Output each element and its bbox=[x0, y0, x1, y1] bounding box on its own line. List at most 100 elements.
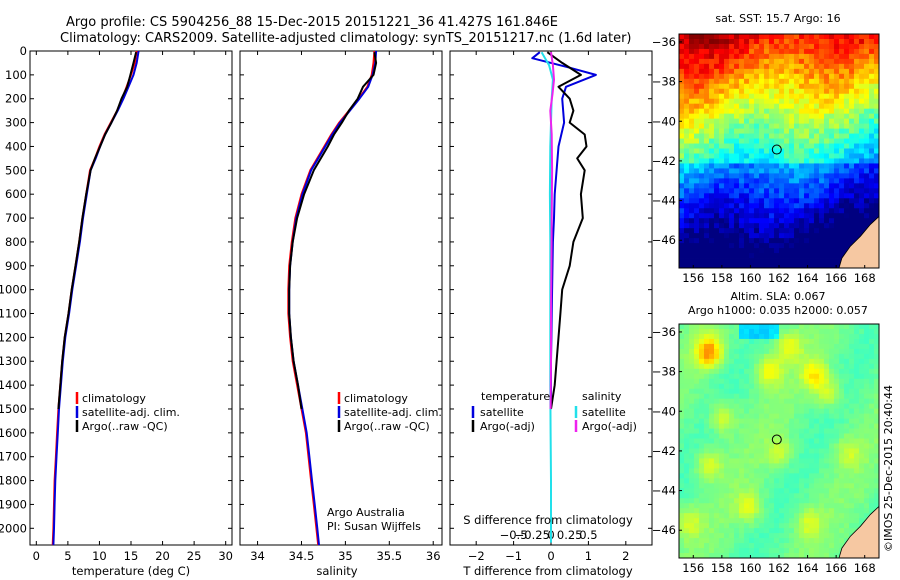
heatmap-cell bbox=[824, 34, 830, 40]
heatmap-cell bbox=[684, 413, 690, 419]
heatmap-cell bbox=[819, 393, 825, 400]
heatmap-cell bbox=[859, 503, 865, 509]
heatmap-cell bbox=[804, 388, 810, 395]
heatmap-cell bbox=[839, 483, 845, 489]
y-tick-label: 700 bbox=[5, 211, 27, 225]
heatmap-cell bbox=[854, 133, 860, 139]
heatmap-cell bbox=[694, 138, 700, 144]
heatmap-cell bbox=[749, 138, 755, 144]
heatmap-cell bbox=[789, 378, 795, 385]
heatmap-cell bbox=[689, 123, 695, 129]
heatmap-cell bbox=[699, 183, 705, 189]
heatmap-cell bbox=[709, 228, 715, 234]
heatmap-cell bbox=[804, 38, 810, 45]
heatmap-cell bbox=[694, 458, 700, 464]
heatmap-cell bbox=[819, 373, 825, 380]
heatmap-cell bbox=[764, 213, 770, 219]
heatmap-cell bbox=[859, 458, 865, 464]
heatmap-cell bbox=[764, 53, 770, 60]
heatmap-cell bbox=[864, 158, 870, 164]
heatmap-cell bbox=[789, 213, 795, 219]
heatmap-cell bbox=[749, 163, 755, 169]
heatmap-cell bbox=[869, 483, 875, 489]
heatmap-cell bbox=[724, 348, 730, 355]
heatmap-cell bbox=[694, 68, 700, 75]
heatmap-cell bbox=[764, 168, 770, 174]
heatmap-cell bbox=[734, 198, 740, 204]
argo-position-marker bbox=[771, 144, 782, 155]
heatmap-cell bbox=[874, 38, 880, 45]
heatmap-cell bbox=[754, 128, 760, 134]
heatmap-cell bbox=[719, 138, 725, 144]
heatmap-cell bbox=[764, 443, 770, 449]
heatmap-cell bbox=[824, 488, 830, 494]
heatmap-cell bbox=[699, 328, 705, 335]
heatmap-cell bbox=[709, 518, 715, 524]
heatmap-cell bbox=[789, 503, 795, 509]
heatmap-cell bbox=[829, 453, 835, 459]
heatmap-cell bbox=[704, 543, 710, 549]
heatmap-cell bbox=[734, 448, 740, 454]
y-tick-label: −36 bbox=[652, 325, 676, 339]
heatmap-cell bbox=[729, 133, 735, 139]
heatmap-cell bbox=[699, 324, 705, 330]
heatmap-cell bbox=[734, 363, 740, 370]
heatmap-cell bbox=[739, 148, 745, 154]
heatmap-cell bbox=[759, 58, 765, 65]
heatmap-cell bbox=[704, 193, 710, 199]
heatmap-cell bbox=[809, 418, 815, 424]
heatmap-cell bbox=[694, 38, 700, 45]
heatmap-cell bbox=[744, 363, 750, 370]
heatmap-cell bbox=[704, 518, 710, 524]
heatmap-cell bbox=[699, 338, 705, 345]
heatmap-cell bbox=[779, 438, 785, 444]
heatmap-cell bbox=[704, 498, 710, 504]
heatmap-cell bbox=[854, 38, 860, 45]
heatmap-cell bbox=[849, 63, 855, 70]
heatmap-cell bbox=[859, 433, 865, 439]
heatmap-cell bbox=[794, 528, 800, 534]
heatmap-cell bbox=[849, 393, 855, 400]
heatmap-cell bbox=[769, 518, 775, 524]
heatmap-cell bbox=[709, 218, 715, 224]
heatmap-cell bbox=[799, 58, 805, 65]
heatmap-cell bbox=[769, 178, 775, 184]
heatmap-cell bbox=[844, 343, 850, 350]
heatmap-cell bbox=[789, 133, 795, 139]
heatmap-cell bbox=[844, 443, 850, 449]
heatmap-cell bbox=[759, 238, 765, 244]
heatmap-cell bbox=[804, 518, 810, 524]
heatmap-cell bbox=[719, 183, 725, 189]
heatmap-cell bbox=[819, 58, 825, 65]
heatmap-cell bbox=[694, 238, 700, 244]
heatmap-cell bbox=[734, 533, 740, 539]
heatmap-cell bbox=[834, 373, 840, 380]
heatmap-cell bbox=[809, 348, 815, 355]
heatmap-cell bbox=[684, 493, 690, 499]
heatmap-cell bbox=[759, 373, 765, 380]
heatmap-cell bbox=[849, 123, 855, 129]
heatmap-cell bbox=[709, 48, 715, 55]
heatmap-cell bbox=[799, 148, 805, 154]
heatmap-cell bbox=[834, 438, 840, 444]
heatmap-cell bbox=[799, 448, 805, 454]
heatmap-cell bbox=[679, 463, 685, 469]
heatmap-cell bbox=[714, 218, 720, 224]
heatmap-cell bbox=[714, 418, 720, 424]
heatmap-cell bbox=[824, 324, 830, 330]
heatmap-cell bbox=[724, 178, 730, 184]
heatmap-cell bbox=[739, 223, 745, 229]
heatmap-cell bbox=[824, 393, 830, 400]
heatmap-cell bbox=[729, 523, 735, 529]
heatmap-cell bbox=[834, 98, 840, 105]
heatmap-cell bbox=[839, 503, 845, 509]
heatmap-cell bbox=[754, 118, 760, 125]
heatmap-cell bbox=[734, 148, 740, 154]
heatmap-cell bbox=[844, 483, 850, 489]
heatmap-cell bbox=[689, 418, 695, 424]
heatmap-cell bbox=[729, 158, 735, 164]
heatmap-cell bbox=[729, 34, 735, 40]
heatmap-cell bbox=[874, 203, 880, 209]
heatmap-cell bbox=[829, 233, 835, 239]
heatmap-cell bbox=[799, 443, 805, 449]
